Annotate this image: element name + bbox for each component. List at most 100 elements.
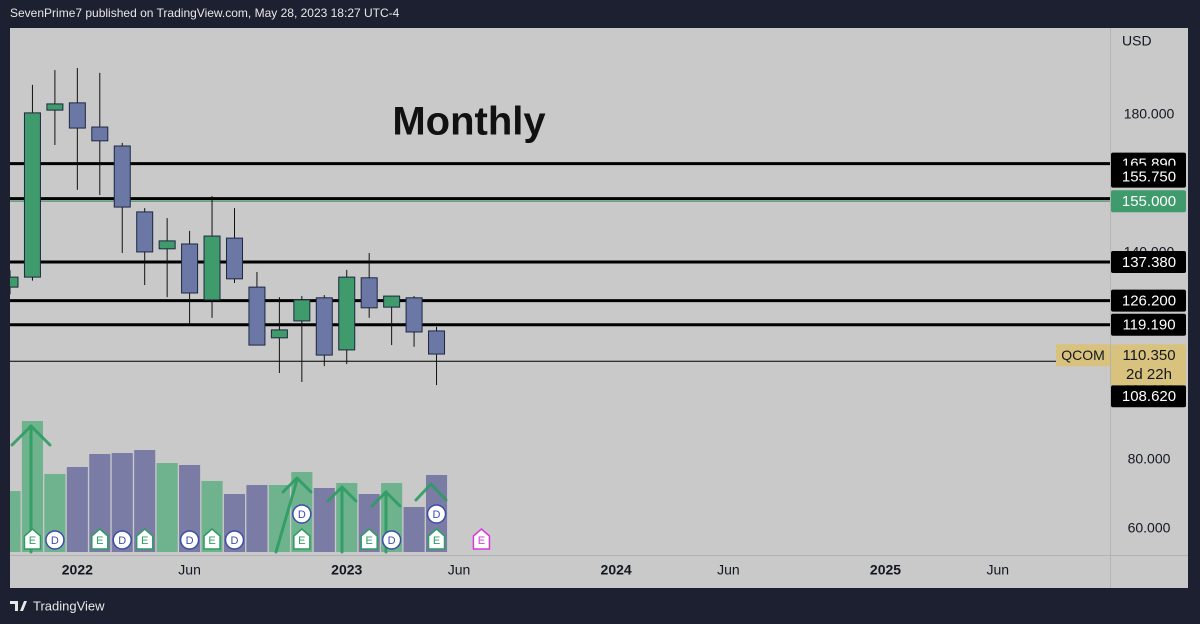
level-label: 119.190 [1122,317,1175,334]
candle-body [338,276,356,351]
y-tick-label: 180.000 [1124,106,1175,122]
event-label: E [141,535,148,547]
volume-bar [66,467,88,552]
candle-body [10,276,19,288]
event-label: D [388,535,396,547]
earnings-badge [135,528,154,550]
dividend-badge [224,530,245,550]
level-label-box [1111,289,1186,312]
level-label: 126.200 [1122,293,1176,310]
symbol-label: QCOM [1061,347,1105,363]
currency: USD [1122,33,1152,49]
earnings-badge [360,528,378,550]
dividend-badge [112,530,132,550]
x-tick-label: Jun [986,562,1009,578]
candle-body [23,112,41,278]
x-tick-label: Jun [178,562,201,578]
earnings-badge [293,528,311,550]
volume-bar [179,465,201,552]
dividend-badge [292,504,312,524]
event-label: E [298,535,305,547]
arrow [274,478,299,554]
event-label: D [186,535,194,547]
x-tick-label: Jun [717,562,740,578]
event-label: E [433,535,440,547]
arrow [281,476,313,494]
price-labels: 165.890155.750155.000137.380126.200119.1… [1056,152,1186,408]
logo [10,601,27,611]
volume-bar [246,485,268,552]
annotation: Monthly [392,100,546,144]
candle-body [203,235,221,301]
candle-body [428,330,446,355]
candle-body [293,299,311,322]
last-price-label: 110.350 [1122,347,1175,364]
dividend-badge [426,504,447,524]
x-tick-label: 2024 [601,562,632,578]
dividend-badge [45,530,65,550]
earnings-badge [427,528,446,550]
level-label: 155.000 [1122,193,1176,210]
event-label: D [231,535,239,547]
level-label-box [1111,313,1186,336]
y-tick-label: 80.000 [1128,451,1171,467]
footer-text: TradingView [33,598,105,613]
plot: E D E D E D E D E D E D E D E [10,68,1110,554]
last-price-box [1111,344,1186,386]
event-label: E [29,535,36,547]
symbol-box [1056,344,1110,367]
candle-body [248,286,266,346]
candle-body [46,103,64,111]
level-label: 108.620 [1122,388,1176,405]
level-label-box [1111,165,1186,188]
dividend-badge [179,530,200,550]
axes: 60.00080.000100.000120.000140.000160.000… [62,106,1175,578]
header: SevenPrime7 published on TradingView.com… [10,6,400,20]
volume-bar [10,491,21,552]
earnings-badge [91,528,109,550]
events: E D E D E D E D E D E D E D E [23,504,491,550]
event-label: D [51,535,59,547]
event-label: E [208,535,215,547]
event-label: D [118,535,126,547]
x-tick-label: 2022 [62,562,93,578]
event-label: D [298,509,306,521]
level-label-box [1111,250,1186,273]
earnings-badge [23,528,42,550]
level-label: 137.380 [1122,254,1176,271]
candle-body [68,102,86,129]
candle-body [383,295,401,308]
event-label: E [96,535,103,547]
level-label-box [1111,190,1186,213]
candle-body [225,237,243,280]
footer: TradingView [10,598,105,613]
x-tick-label: 2023 [331,562,362,578]
candle-body [91,126,109,142]
candle-body [315,297,333,356]
volume-bar [268,485,290,552]
candle-body [181,243,199,294]
candle-body [270,329,288,339]
y-tick-label: 60.000 [1128,520,1171,536]
level-label-box [1111,385,1186,408]
candle-body [158,240,176,250]
event-label: E [478,535,485,547]
volume-bar [313,488,335,552]
event-label: D [433,509,441,521]
x-tick-label: Jun [448,562,471,578]
arrow [370,490,402,508]
candle-body [405,297,423,333]
candle-body [113,145,131,208]
arrow [10,424,52,447]
event-label: E [366,535,373,547]
candle-body [136,211,154,253]
level-label: 155.750 [1122,169,1176,186]
candle-body [360,277,378,309]
dividend-badge [381,530,402,550]
volume-bar [111,453,133,552]
volume-bar [156,463,178,552]
volume-bar [89,454,111,552]
earnings-badge [203,528,221,550]
x-tick-label: 2025 [870,562,901,578]
